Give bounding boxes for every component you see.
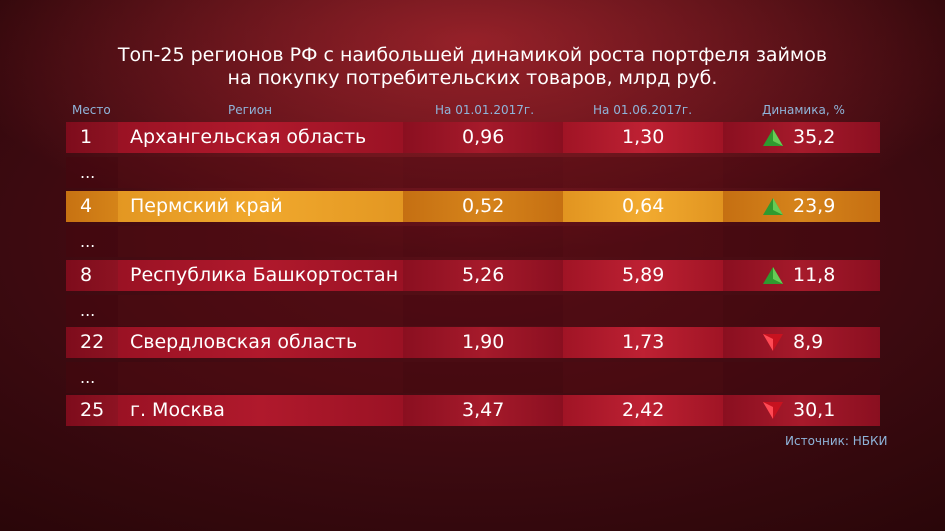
row-dynamics: 8,9 — [793, 331, 824, 353]
down-arrow-icon — [763, 402, 783, 419]
title-line-1: Топ-25 регионов РФ с наибольшей динамико… — [117, 44, 828, 66]
table-row: 22 Свердловская область 1,90 1,73 8,9 — [66, 327, 880, 358]
row-value-1: 1,90 — [462, 331, 505, 353]
header-place: Место — [72, 103, 111, 117]
table-row: 25 г. Москва 3,47 2,42 30,1 — [66, 395, 880, 426]
table-row: 8 Республика Башкортостан 5,26 5,89 11,8 — [66, 260, 880, 291]
ellipsis-row: ... — [66, 157, 880, 188]
row-region: Пермский край — [130, 195, 283, 217]
ellipsis: ... — [80, 232, 96, 251]
ellipsis-row: ... — [66, 295, 880, 326]
row-place: 8 — [80, 264, 93, 286]
table-row: 4 Пермский край 0,52 0,64 23,9 — [66, 191, 880, 222]
table-row: 1 Архангельская область 0,96 1,30 35,2 — [66, 122, 880, 153]
header-date-2: На 01.06.2017г. — [593, 103, 693, 117]
row-place: 4 — [80, 195, 93, 217]
row-value-1: 5,26 — [462, 264, 505, 286]
row-dynamics: 35,2 — [793, 126, 836, 148]
ellipsis: ... — [80, 368, 96, 387]
chart-title: Топ-25 регионов РФ с наибольшей динамико… — [0, 44, 945, 90]
row-value-2: 1,73 — [622, 331, 665, 353]
row-place: 25 — [80, 399, 105, 421]
row-value-1: 3,47 — [462, 399, 505, 421]
down-arrow-icon — [763, 334, 783, 351]
ellipsis: ... — [80, 301, 96, 320]
row-dynamics: 30,1 — [793, 399, 836, 421]
header-region: Регион — [228, 103, 272, 117]
row-place: 1 — [80, 126, 93, 148]
row-value-2: 5,89 — [622, 264, 665, 286]
up-arrow-icon — [763, 198, 783, 215]
table-header: Место Регион На 01.01.2017г. На 01.06.20… — [0, 103, 945, 119]
ellipsis: ... — [80, 163, 96, 182]
row-value-2: 1,30 — [622, 126, 665, 148]
row-value-1: 0,52 — [462, 195, 505, 217]
header-date-1: На 01.01.2017г. — [435, 103, 535, 117]
source-note: Источник: НБКИ — [785, 434, 888, 448]
row-value-2: 0,64 — [622, 195, 665, 217]
ellipsis-row: ... — [66, 226, 880, 257]
title-line-2: на покупку потребительских товаров, млрд… — [227, 67, 718, 89]
row-dynamics: 11,8 — [793, 264, 836, 286]
row-value-2: 2,42 — [622, 399, 665, 421]
row-region: Республика Башкортостан — [130, 264, 399, 286]
row-region: Свердловская область — [130, 331, 358, 353]
up-arrow-icon — [763, 129, 783, 146]
row-dynamics: 23,9 — [793, 195, 836, 217]
row-value-1: 0,96 — [462, 126, 505, 148]
row-region: Архангельская область — [130, 126, 367, 148]
row-region: г. Москва — [130, 399, 225, 421]
row-place: 22 — [80, 331, 105, 353]
up-arrow-icon — [763, 267, 783, 284]
header-dynamics: Динамика, % — [762, 103, 845, 117]
ellipsis-row: ... — [66, 362, 880, 393]
